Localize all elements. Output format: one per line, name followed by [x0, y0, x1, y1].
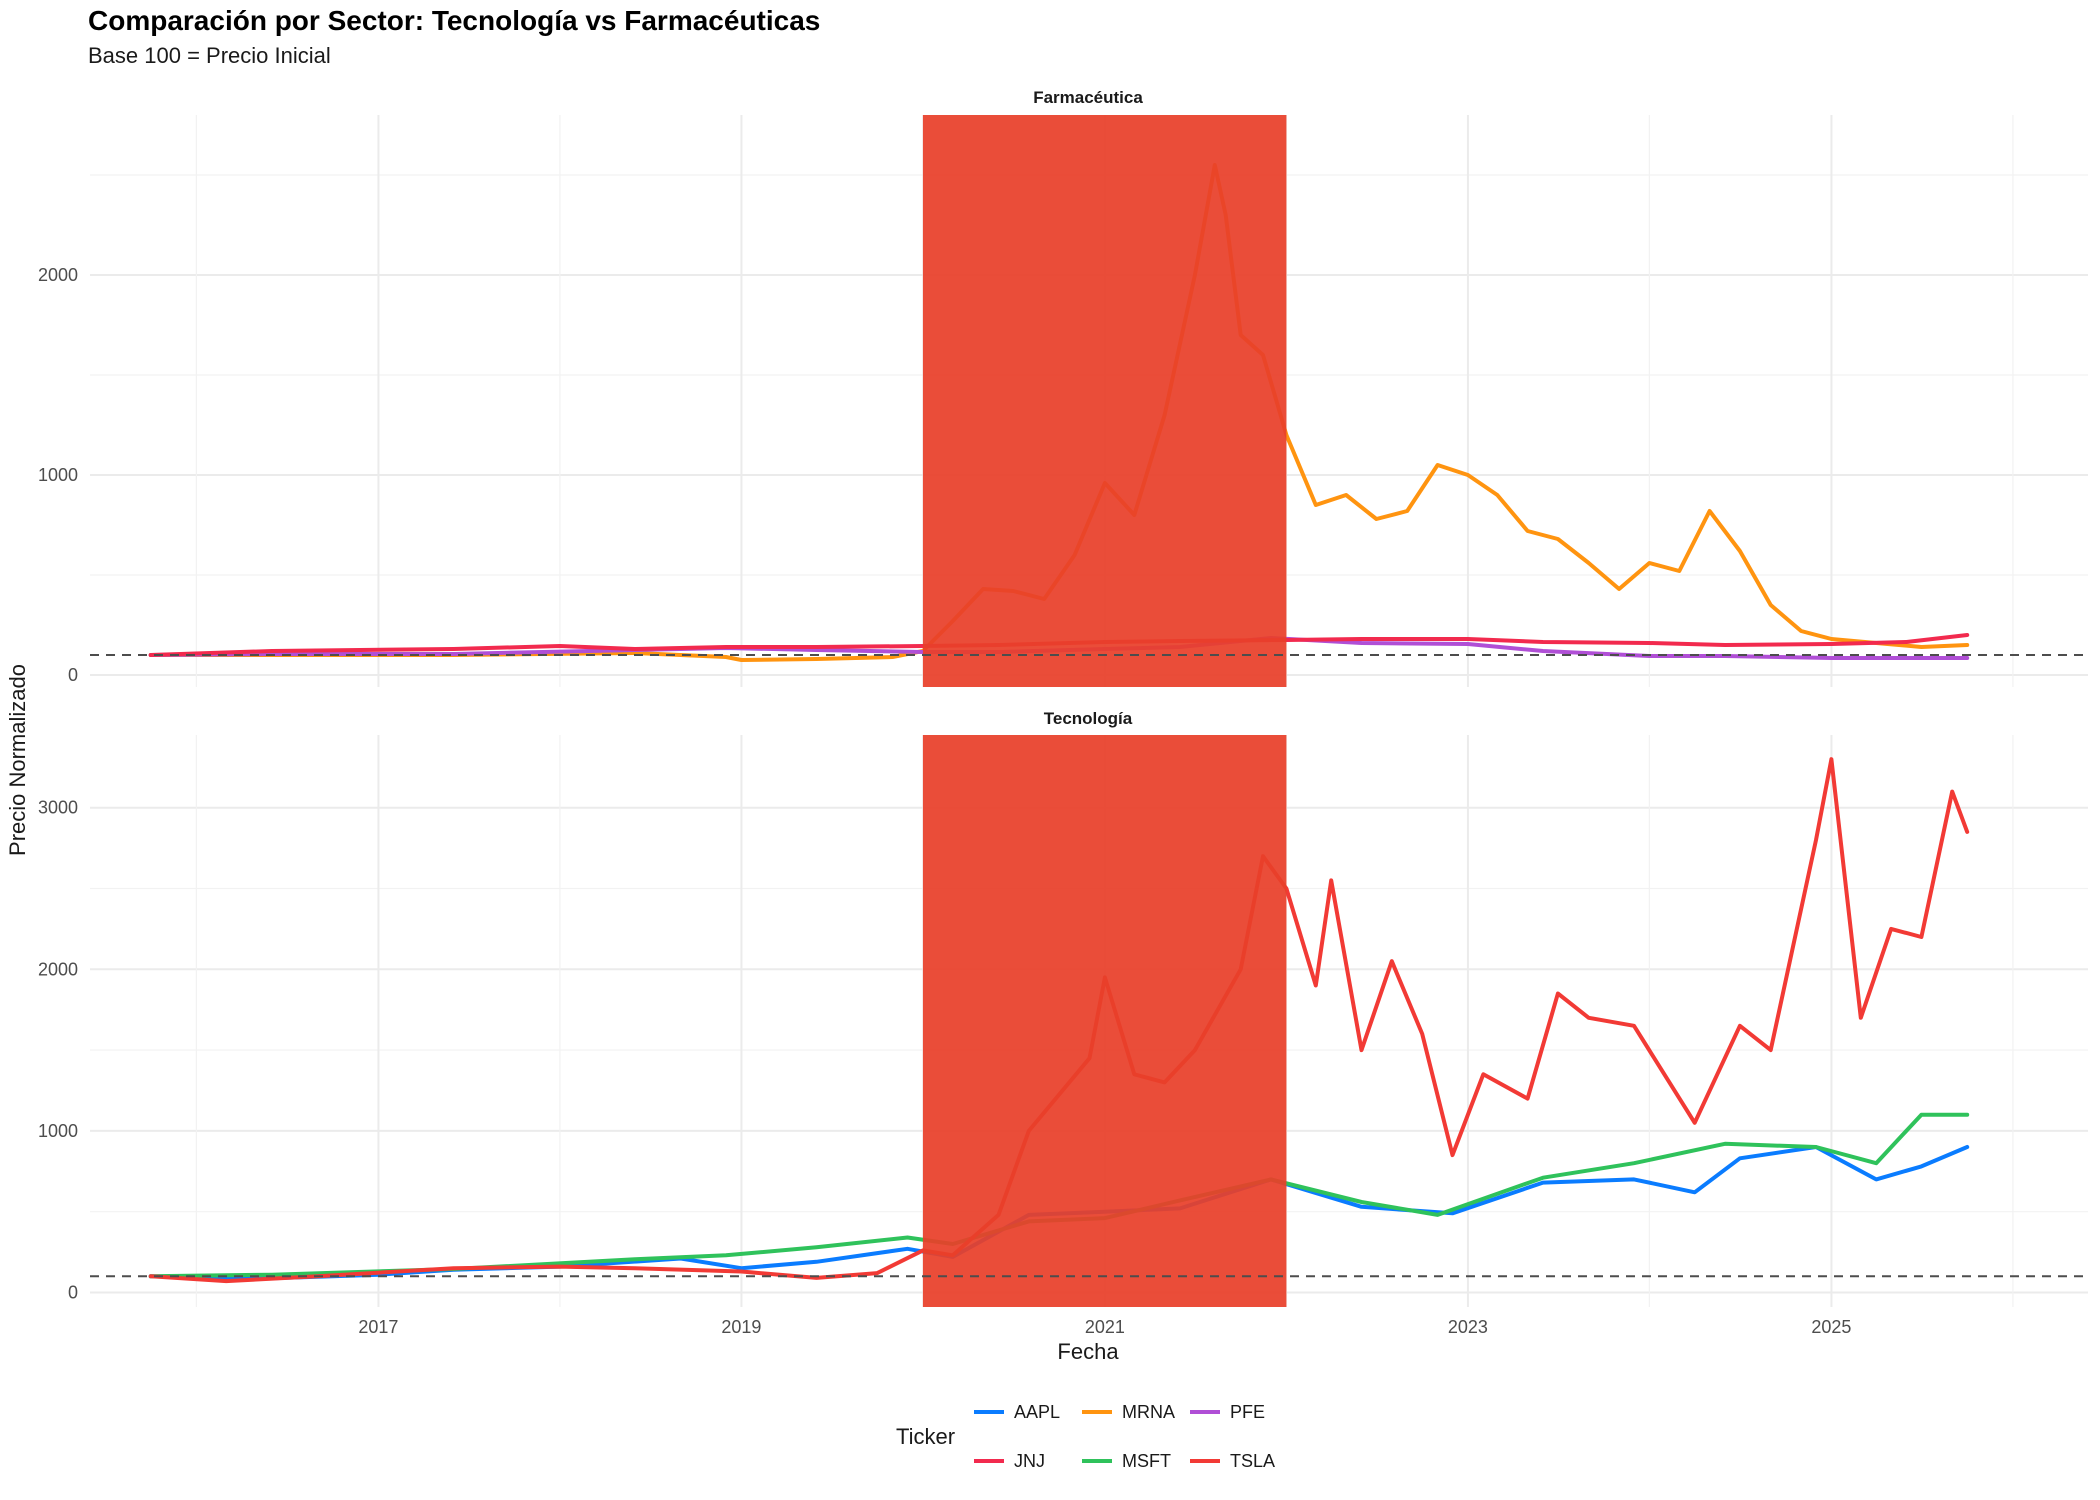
legend-label-mrna: MRNA	[1122, 1402, 1175, 1422]
series-line-tsla-tecnologia	[148, 757, 1970, 1284]
legend-label-jnj: JNJ	[1014, 1451, 1045, 1471]
legend-label-tsla: TSLA	[1230, 1451, 1275, 1471]
highlight-period-tecnologia	[922, 735, 1287, 1307]
x-axis-title: Fecha	[1057, 1339, 1119, 1364]
y-tick-label: 2000	[38, 959, 78, 979]
y-tick-label: 1000	[38, 1121, 78, 1141]
x-tick-label: 2017	[358, 1317, 398, 1337]
y-tick-label: 0	[68, 665, 78, 685]
panel-strip-tecnologia: Tecnología	[1044, 709, 1133, 728]
y-tick-label: 0	[68, 1282, 78, 1302]
legend-label-pfe: PFE	[1230, 1402, 1265, 1422]
x-tick-label: 2025	[1811, 1317, 1851, 1337]
legend-label-aapl: AAPL	[1014, 1402, 1060, 1422]
legend-label-msft: MSFT	[1122, 1451, 1171, 1471]
panel-strip-farmaceutica: Farmacéutica	[1033, 88, 1143, 107]
x-tick-label: 2019	[721, 1317, 761, 1337]
y-tick-label: 2000	[38, 265, 78, 285]
x-tick-label: 2021	[1085, 1317, 1125, 1337]
y-tick-label: 3000	[38, 798, 78, 818]
chart-title: Comparación por Sector: Tecnología vs Fa…	[88, 5, 820, 36]
legend-title: Ticker	[896, 1424, 955, 1449]
y-axis-title: Precio Normalizado	[5, 664, 30, 856]
highlight-period-farmaceutica	[922, 115, 1287, 687]
x-tick-label: 2023	[1448, 1317, 1488, 1337]
y-tick-label: 1000	[38, 465, 78, 485]
chart-subtitle: Base 100 = Precio Inicial	[88, 43, 331, 68]
